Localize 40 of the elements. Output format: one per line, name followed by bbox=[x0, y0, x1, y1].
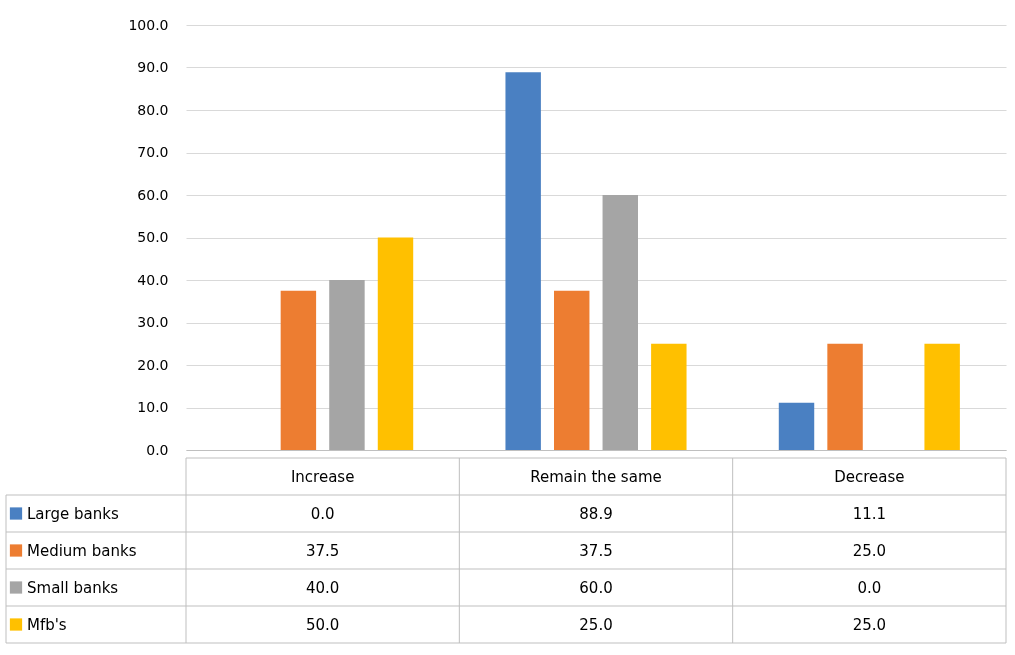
data-label: 25.0 bbox=[579, 615, 613, 634]
bar bbox=[505, 72, 541, 450]
x-tick-label: Remain the same bbox=[530, 467, 662, 486]
legend-label: Mfb's bbox=[27, 615, 67, 634]
data-label: 88.9 bbox=[579, 504, 613, 523]
data-label: 0.0 bbox=[310, 504, 335, 523]
bar bbox=[554, 290, 590, 450]
y-tick-label: 20.0 bbox=[137, 356, 169, 373]
bar bbox=[280, 290, 317, 450]
bar bbox=[778, 402, 815, 450]
y-tick-label: 90.0 bbox=[137, 59, 169, 75]
bar bbox=[827, 343, 863, 450]
bar bbox=[924, 343, 960, 450]
data-label: 25.0 bbox=[852, 541, 887, 560]
bar bbox=[651, 343, 687, 450]
y-tick-label: 60.0 bbox=[137, 186, 169, 203]
bar bbox=[329, 280, 365, 450]
y-tick-label: 0.0 bbox=[146, 441, 169, 458]
y-tick-label: 80.0 bbox=[137, 101, 169, 118]
data-label: 60.0 bbox=[579, 578, 613, 597]
legend-label: Medium banks bbox=[27, 541, 137, 560]
data-label: 50.0 bbox=[305, 615, 340, 634]
y-tick-label: 50.0 bbox=[137, 229, 169, 245]
legend-label: Large banks bbox=[27, 504, 119, 523]
data-label: 0.0 bbox=[857, 578, 882, 597]
y-tick-label: 10.0 bbox=[137, 399, 169, 415]
y-tick-label: 30.0 bbox=[137, 314, 169, 330]
bar bbox=[377, 237, 414, 450]
x-tick-label: Increase bbox=[290, 467, 355, 486]
y-tick-label: 100.0 bbox=[128, 16, 169, 33]
y-tick-label: 70.0 bbox=[137, 144, 169, 160]
data-label: 37.5 bbox=[305, 541, 340, 560]
legend-label: Small banks bbox=[27, 578, 119, 597]
data-label: 11.1 bbox=[852, 504, 887, 523]
data-label: 37.5 bbox=[579, 541, 613, 560]
y-tick-label: 40.0 bbox=[137, 271, 169, 288]
data-label: 25.0 bbox=[852, 615, 887, 634]
data-label: 40.0 bbox=[305, 578, 340, 597]
x-tick-label: Decrease bbox=[834, 467, 905, 486]
bar bbox=[602, 195, 638, 450]
